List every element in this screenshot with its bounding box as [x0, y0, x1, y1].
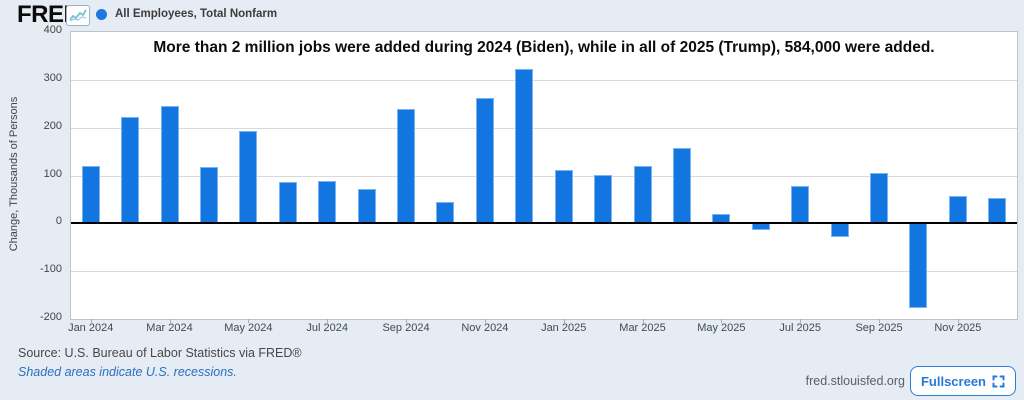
fred-site-link[interactable]: fred.stlouisfed.org	[805, 374, 905, 388]
y-tick-label: 100	[43, 167, 62, 180]
x-tick-mark	[327, 319, 329, 323]
x-tick-mark	[957, 319, 959, 323]
x-tick-mark	[879, 319, 881, 323]
x-tick-mark	[169, 319, 171, 323]
bar-nov-2025[interactable]	[948, 196, 967, 224]
bar-sep-2025[interactable]	[870, 172, 889, 224]
y-tick-label: -100	[39, 263, 62, 276]
bar-dec-2025[interactable]	[988, 198, 1007, 224]
bar-feb-2025[interactable]	[594, 174, 613, 224]
x-tick-label: Mar 2025	[619, 322, 666, 334]
gridline	[71, 79, 1017, 81]
zero-line	[71, 222, 1017, 225]
fullscreen-button-label: Fullscreen	[920, 373, 986, 389]
x-tick-mark	[248, 319, 250, 323]
bar-dec-2024[interactable]	[515, 68, 534, 224]
x-tick-mark	[90, 319, 92, 323]
x-tick-label: Sep 2025	[855, 322, 903, 334]
x-tick-mark	[563, 319, 565, 323]
y-tick-label: 200	[43, 119, 62, 132]
series-title-link[interactable]: All Employees, Total Nonfarm	[115, 8, 278, 20]
x-tick-mark	[406, 319, 408, 323]
x-tick-label: Sep 2024	[382, 322, 430, 334]
bar-sep-2024[interactable]	[397, 108, 416, 224]
bar-feb-2024[interactable]	[121, 117, 140, 224]
bar-nov-2024[interactable]	[475, 98, 494, 224]
bar-may-2024[interactable]	[239, 131, 258, 224]
bar-apr-2025[interactable]	[672, 147, 691, 224]
x-tick-mark	[800, 319, 802, 323]
x-tick-mark	[642, 319, 644, 323]
x-tick-label: May 2024	[224, 322, 273, 334]
y-tick-label: 0	[55, 215, 62, 228]
bar-aug-2025[interactable]	[830, 223, 849, 238]
bar-aug-2024[interactable]	[357, 189, 376, 224]
plot-area: More than 2 million jobs were added duri…	[70, 31, 1018, 320]
bar-oct-2024[interactable]	[436, 202, 455, 224]
y-tick-label: -200	[39, 311, 62, 323]
fullscreen-button[interactable]: Fullscreen	[909, 366, 1016, 396]
y-tick-label: 300	[43, 71, 62, 84]
bar-oct-2025[interactable]	[909, 223, 928, 309]
gridline	[71, 271, 1017, 273]
x-tick-label: Jul 2024	[306, 322, 348, 334]
bar-jul-2025[interactable]	[791, 185, 810, 224]
fred-logo-chart-icon	[66, 5, 90, 26]
gridline	[71, 127, 1017, 129]
bar-apr-2024[interactable]	[199, 166, 218, 224]
fullscreen-expand-icon	[992, 375, 1005, 388]
x-tick-label: May 2025	[697, 322, 746, 334]
x-tick-mark	[721, 319, 723, 323]
bar-jul-2024[interactable]	[318, 181, 337, 224]
x-tick-label: Nov 2025	[934, 322, 982, 334]
bar-jan-2024[interactable]	[81, 166, 100, 224]
x-tick-label: Nov 2024	[461, 322, 509, 334]
bar-mar-2025[interactable]	[633, 165, 652, 224]
bar-mar-2024[interactable]	[160, 105, 179, 224]
chart-title: More than 2 million jobs were added duri…	[153, 39, 935, 56]
x-tick-mark	[484, 319, 486, 323]
y-tick-label: 400	[43, 24, 62, 36]
x-tick-label: Jul 2025	[779, 322, 821, 334]
source-attribution: Source: U.S. Bureau of Labor Statistics …	[18, 346, 302, 360]
bar-jun-2024[interactable]	[278, 181, 297, 224]
x-tick-label: Mar 2024	[146, 322, 193, 334]
x-tick-label: Jan 2025	[541, 322, 587, 334]
recession-note-link[interactable]: Shaded areas indicate U.S. recessions.	[18, 365, 237, 379]
gridline	[71, 175, 1017, 177]
x-tick-label: Jan 2024	[68, 322, 114, 334]
series-legend-dot	[96, 9, 107, 20]
bar-jan-2025[interactable]	[554, 170, 573, 224]
